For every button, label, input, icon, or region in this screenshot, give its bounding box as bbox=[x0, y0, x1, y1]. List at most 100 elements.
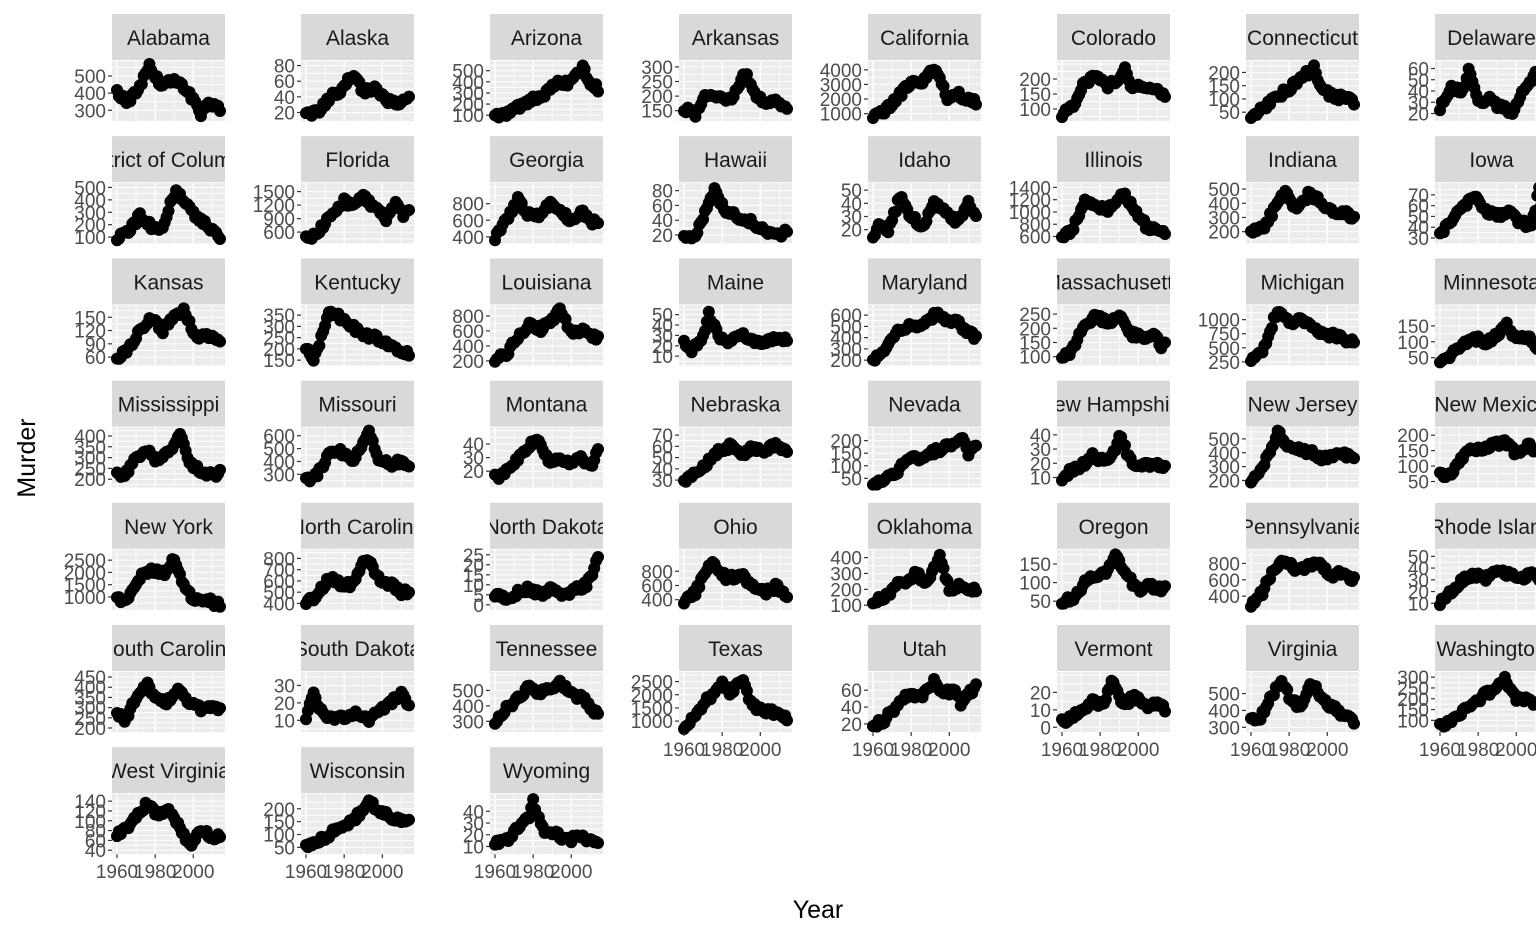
facet-strip-label: Rhode Island bbox=[1430, 516, 1536, 539]
y-tick-label: 400 bbox=[830, 329, 862, 350]
data-point bbox=[937, 562, 950, 575]
y-tick-label: 800 bbox=[641, 562, 673, 583]
y-tick-label: 120 bbox=[74, 322, 106, 343]
y-tick-label: 20 bbox=[652, 337, 673, 358]
data-point bbox=[1531, 189, 1536, 202]
y-tick-label: 60 bbox=[652, 196, 673, 217]
facet-strip-label: Kansas bbox=[133, 271, 203, 294]
facet-strip-label: Indiana bbox=[1268, 149, 1337, 172]
data-point bbox=[1348, 717, 1360, 730]
data-point bbox=[403, 90, 415, 103]
y-tick-label: 600 bbox=[263, 223, 295, 244]
facet-strip bbox=[112, 625, 225, 671]
x-tick-label: 1980 bbox=[323, 862, 365, 883]
data-point bbox=[970, 585, 982, 598]
y-axis-label: Murder bbox=[13, 418, 41, 497]
y-tick-label: 800 bbox=[452, 307, 484, 328]
data-point bbox=[592, 837, 604, 850]
y-tick-label: 40 bbox=[85, 841, 106, 862]
y-tick-label: 1500 bbox=[631, 699, 673, 720]
y-tick-label: 10 bbox=[463, 576, 484, 597]
y-tick-label: 1000 bbox=[64, 588, 106, 609]
y-tick-label: 20 bbox=[1408, 583, 1429, 604]
facet-strip-label: Utah bbox=[902, 638, 946, 661]
facet-strip bbox=[1435, 258, 1536, 305]
data-point bbox=[1067, 223, 1080, 236]
x-tick-label: 2000 bbox=[172, 862, 214, 883]
facet-strip-label: Ohio bbox=[713, 516, 757, 539]
y-tick-label: 1000 bbox=[631, 712, 673, 733]
facet-strip bbox=[1246, 502, 1359, 549]
y-tick-label: 30 bbox=[463, 814, 484, 835]
y-tick-label: 400 bbox=[1208, 194, 1240, 215]
data-point bbox=[403, 204, 415, 217]
facet-strip-label: North Dakota bbox=[485, 516, 609, 539]
y-tick-label: 50 bbox=[1408, 71, 1429, 92]
y-tick-label: 300 bbox=[74, 699, 106, 720]
y-tick-label: 100 bbox=[1019, 574, 1051, 595]
facet-strip bbox=[1435, 502, 1536, 549]
data-point bbox=[1159, 705, 1171, 718]
x-tick-label: 1960 bbox=[1230, 740, 1272, 761]
y-tick-label: 200 bbox=[1208, 63, 1240, 84]
y-tick-label: 250 bbox=[1208, 353, 1240, 374]
y-tick-label: 400 bbox=[74, 427, 106, 448]
facet-strip bbox=[490, 14, 603, 60]
data-point bbox=[970, 439, 982, 452]
y-tick-label: 1000 bbox=[1009, 203, 1051, 224]
y-tick-label: 10 bbox=[1030, 701, 1051, 722]
data-point bbox=[1533, 338, 1536, 349]
data-point bbox=[1525, 219, 1536, 232]
y-tick-label: 150 bbox=[1019, 555, 1051, 576]
y-tick-label: 200 bbox=[641, 87, 673, 108]
y-tick-label: 20 bbox=[463, 556, 484, 577]
y-tick-label: 400 bbox=[830, 549, 862, 570]
y-tick-label: 30 bbox=[652, 471, 673, 492]
facet-strip-label: Idaho bbox=[898, 149, 951, 172]
y-tick-label: 300 bbox=[641, 58, 673, 79]
facet-strip bbox=[679, 502, 792, 549]
y-tick-label: 200 bbox=[830, 351, 862, 372]
y-tick-label: 600 bbox=[830, 306, 862, 327]
data-point bbox=[1348, 452, 1360, 465]
y-tick-label: 20 bbox=[463, 462, 484, 483]
data-point bbox=[592, 550, 604, 563]
facet-strip-label: South Carolina bbox=[99, 638, 238, 661]
data-point bbox=[592, 330, 604, 343]
facet-strip-label: Missouri bbox=[318, 394, 396, 417]
y-tick-label: 200 bbox=[452, 352, 484, 373]
y-tick-label: 100 bbox=[830, 596, 862, 617]
y-tick-label: 120 bbox=[74, 802, 106, 823]
y-tick-label: 60 bbox=[1408, 60, 1429, 81]
y-tick-label: 40 bbox=[1408, 559, 1429, 580]
y-tick-label: 800 bbox=[452, 195, 484, 216]
data-point bbox=[1348, 98, 1360, 111]
facet-strip-label: Wisconsin bbox=[310, 760, 406, 783]
facet-strip-label: Georgia bbox=[509, 149, 584, 172]
x-axis-label: Year bbox=[793, 896, 844, 924]
y-tick-label: 400 bbox=[452, 697, 484, 718]
x-tick-label: 2000 bbox=[550, 862, 592, 883]
y-tick-label: 200 bbox=[74, 216, 106, 237]
x-tick-label: 2000 bbox=[739, 740, 781, 761]
y-tick-label: 140 bbox=[74, 792, 106, 813]
y-tick-label: 1000 bbox=[1198, 311, 1240, 332]
y-tick-label: 250 bbox=[74, 709, 106, 730]
y-tick-label: 200 bbox=[1397, 690, 1429, 711]
y-tick-label: 50 bbox=[841, 181, 862, 202]
x-tick-label: 1980 bbox=[134, 862, 176, 883]
y-tick-label: 60 bbox=[1408, 197, 1429, 218]
y-tick-label: 600 bbox=[1019, 228, 1051, 249]
y-tick-label: 600 bbox=[263, 572, 295, 593]
y-tick-label: 400 bbox=[1208, 444, 1240, 465]
